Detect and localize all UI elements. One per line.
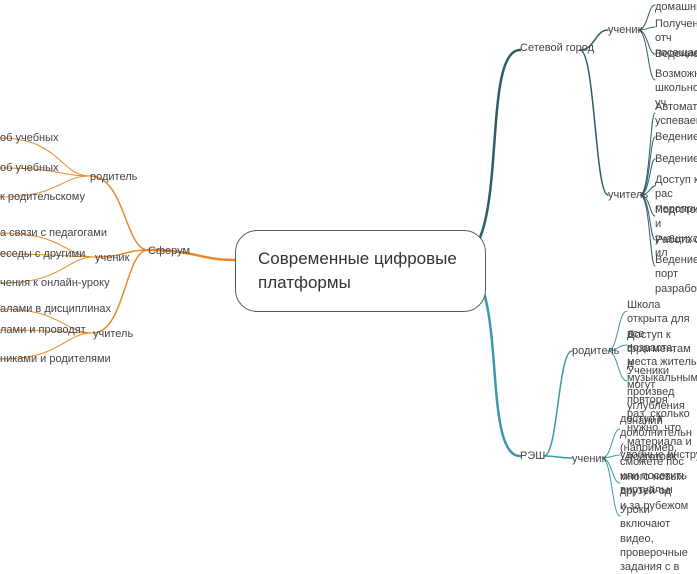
leaf-netcity-student-2: Ведение порт xyxy=(655,47,697,61)
center-line2: платформы xyxy=(258,273,351,292)
leaf-netcity-teacher-6: Ведение портразработок xyxy=(655,253,697,296)
branch-netcity: Сетевой город xyxy=(520,41,594,55)
leaf-sferum-student-0: а связи с педагогами xyxy=(0,226,107,240)
role-resh-parent: родитель xyxy=(572,344,619,358)
leaf-sferum-student-2: чения к онлайн-уроку xyxy=(0,276,110,290)
leaf-netcity-teacher-2: Ведение кале xyxy=(655,152,697,166)
leaf-sferum-parent-2: к родительскому xyxy=(0,190,85,204)
center-node: Современные цифровые платформы xyxy=(235,230,486,312)
leaf-netcity-teacher-1: Ведение элек xyxy=(655,130,697,144)
role-resh-student: ученик xyxy=(572,452,606,466)
role-sferum-parent: родитель xyxy=(90,170,137,184)
branch-sferum: Сферум xyxy=(148,244,190,258)
leaf-sferum-teacher-1: лами и проводят xyxy=(0,323,86,337)
leaf-netcity-teacher-4: Подготовка иучащихся ил xyxy=(655,203,697,260)
leaf-sferum-student-1: еседы с другими xyxy=(0,247,85,261)
center-line1: Современные цифровые xyxy=(258,249,457,268)
role-netcity-student: ученик xyxy=(608,23,642,37)
role-sferum-teacher: учитель xyxy=(93,327,133,341)
leaf-resh-student-1: удобные инструменты обу xyxy=(620,448,697,462)
leaf-netcity-teacher-5: Работа с му xyxy=(655,233,697,247)
branch-resh: РЭШ xyxy=(520,449,545,463)
leaf-sferum-parent-0: об учебных xyxy=(0,131,58,145)
leaf-resh-student-3: Уроки включают видео,проверочные задания… xyxy=(620,503,697,574)
leaf-netcity-teacher-0: Автоматическуспеваемости xyxy=(655,100,697,129)
leaf-sferum-teacher-2: никами и родителями xyxy=(0,352,111,366)
leaf-sferum-teacher-0: алами в дисциплинах xyxy=(0,302,111,316)
role-netcity-teacher: учитель xyxy=(608,188,648,202)
role-sferum-student: ученик xyxy=(95,251,129,265)
leaf-sferum-parent-1: об учебных xyxy=(0,161,58,175)
leaf-netcity-student-0: домашним за xyxy=(655,0,697,14)
